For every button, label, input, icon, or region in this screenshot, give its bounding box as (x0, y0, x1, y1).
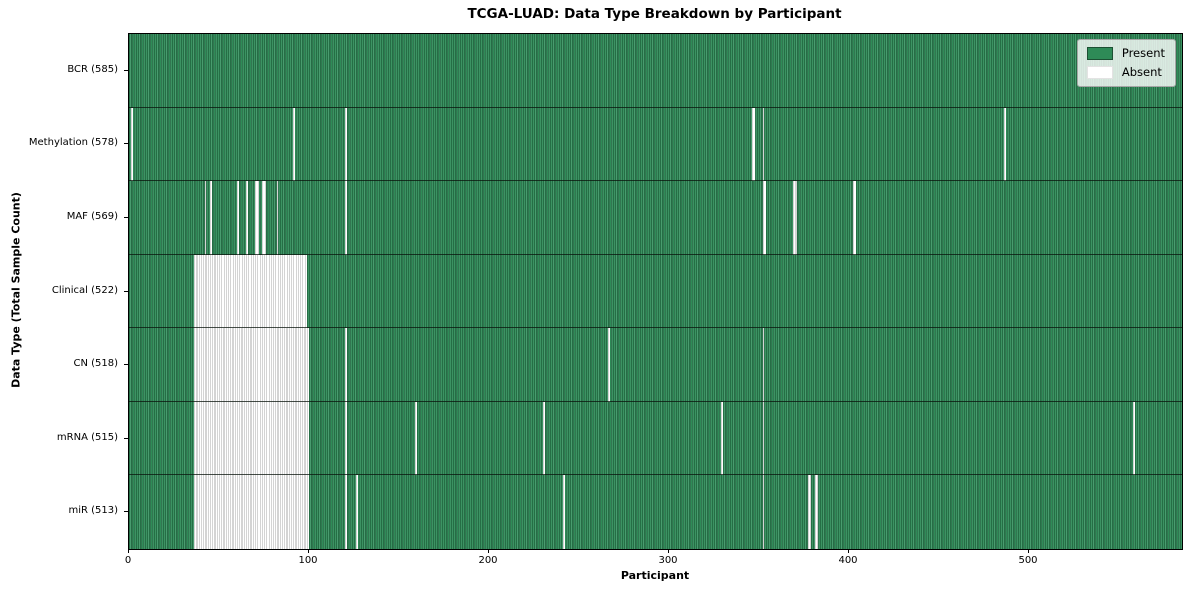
absent-block (1133, 401, 1136, 476)
plot-area: Present Absent (128, 33, 1183, 550)
row-separator (129, 180, 1182, 182)
absent-block (852, 181, 857, 255)
absent-block (276, 181, 279, 255)
y-tick-mark (124, 511, 128, 513)
x-axis-label: Participant (620, 569, 690, 582)
absent-block (237, 181, 239, 255)
y-tick-label-mrna: mRNA (515) (56, 431, 118, 443)
y-tick-label-bcr: BCR (585) (67, 63, 118, 75)
absent-block (814, 475, 819, 549)
y-tick-label-maf: MAF (569) (66, 210, 118, 222)
heatmap-row-methylation (129, 107, 1182, 182)
absent-block (355, 475, 358, 549)
heatmap-row-bcr (129, 34, 1182, 108)
x-tick-mark (128, 549, 129, 553)
heatmap-row-mrna (129, 401, 1182, 476)
legend-label: Absent (1121, 65, 1162, 79)
absent-block (292, 107, 295, 182)
absent-block (193, 475, 309, 549)
absent-block (721, 401, 723, 476)
absent-block (762, 475, 765, 549)
heatmap-row-cn (129, 328, 1182, 402)
y-tick-mark (124, 364, 128, 366)
absent-block (751, 107, 756, 182)
heatmap-row-mir (129, 475, 1182, 549)
row-separator (129, 106, 1182, 108)
x-tick-label-500: 500 (1018, 555, 1038, 566)
y-tick-label-clinical: Clinical (522) (51, 284, 118, 296)
legend-item-present: Present (1086, 46, 1165, 60)
absent-block (762, 181, 767, 255)
absent-block (193, 328, 309, 402)
absent-block (204, 181, 207, 255)
y-tick-label-methylation: Methylation (578) (28, 137, 118, 149)
y-tick-mark (124, 69, 128, 71)
absent-block (345, 328, 347, 402)
absent-block (345, 475, 347, 549)
legend-swatch-absent (1086, 66, 1113, 79)
x-tick-label-0: 0 (124, 555, 132, 566)
legend-label: Present (1121, 46, 1165, 60)
y-axis-ticks: BCR (585) Methylation (578) MAF (569) Clini… (0, 33, 128, 548)
row-separator (129, 474, 1182, 476)
absent-block (543, 401, 545, 476)
absent-block (130, 107, 133, 182)
row-separator (129, 253, 1182, 255)
absent-block (562, 475, 565, 549)
absent-block (193, 401, 309, 476)
absent-block (345, 401, 347, 476)
heatmap-row-maf (129, 181, 1182, 255)
y-tick-mark (124, 290, 128, 292)
y-tick-mark (124, 216, 128, 218)
absent-block (246, 181, 248, 255)
x-tick-label-100: 100 (298, 555, 318, 566)
absent-block (807, 475, 812, 549)
absent-block (262, 181, 266, 255)
heatmap-row-clinical (129, 254, 1182, 329)
absent-block (762, 401, 765, 476)
absent-block (210, 181, 212, 255)
x-tick-mark (848, 549, 849, 553)
absent-block (607, 328, 610, 402)
x-tick-mark (308, 549, 309, 553)
absent-block (193, 254, 308, 329)
x-tick-mark (1028, 549, 1029, 553)
absent-block (415, 401, 417, 476)
y-tick-mark (124, 437, 128, 439)
x-tick-label-400: 400 (838, 555, 858, 566)
chart-title: TCGA-LUAD: Data Type Breakdown by Partic… (467, 6, 842, 22)
x-tick-label-200: 200 (478, 555, 498, 566)
legend-swatch-present (1086, 47, 1113, 60)
absent-block (1003, 107, 1006, 182)
legend-item-absent: Absent (1086, 65, 1165, 79)
y-tick-label-cn: CN (518) (73, 358, 118, 370)
y-tick-label-mir: miR (513) (68, 505, 118, 517)
absent-block (255, 181, 259, 255)
y-tick-mark (124, 143, 128, 145)
x-tick-mark (488, 549, 489, 553)
row-separator (129, 400, 1182, 402)
absent-block (762, 107, 765, 182)
x-tick-mark (668, 549, 669, 553)
row-separator (129, 327, 1182, 329)
absent-block (793, 181, 797, 255)
absent-block (345, 181, 347, 255)
x-tick-label-300: 300 (658, 555, 678, 566)
absent-block (345, 107, 347, 182)
absent-block (762, 328, 765, 402)
legend: Present Absent (1076, 39, 1176, 87)
x-axis-ticks: 0 100 200 300 400 500 (125, 549, 1181, 571)
